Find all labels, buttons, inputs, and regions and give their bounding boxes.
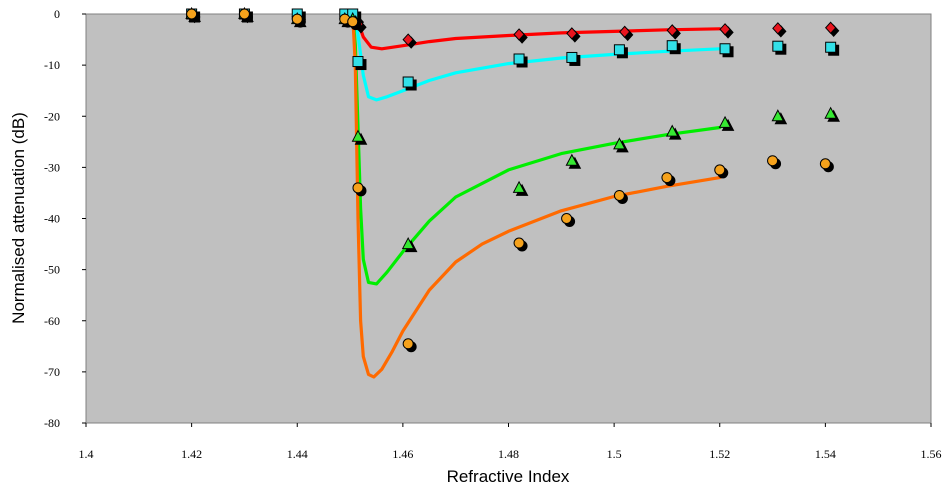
x-axis-title: Refractive Index: [447, 467, 570, 486]
triangle-marker: [771, 109, 785, 122]
square-marker: [719, 43, 731, 55]
y-tick-label: -10: [44, 58, 60, 72]
circle-marker: [347, 16, 359, 28]
fit-curve-1: [351, 12, 722, 51]
square-marker: [352, 56, 364, 68]
circle-marker: [186, 8, 198, 20]
y-tick-label: -60: [44, 314, 60, 328]
y-axis-title: Normalised attenuation (dB): [9, 112, 28, 324]
square-marker: [666, 40, 678, 52]
fit-curve-3: [351, 12, 722, 286]
x-axis-ticks: 1.4 1.42 1.44 1.46 1.48 1.5 1.52 1.54 1.56: [79, 423, 942, 461]
square-marker: [772, 40, 784, 52]
circle-marker: [561, 213, 573, 224]
data-markers: [185, 6, 840, 353]
x-tick-label: 1.5: [607, 447, 622, 461]
circle-marker: [291, 13, 303, 25]
triangle-marker: [512, 180, 526, 193]
triangle-marker: [351, 129, 365, 142]
circle-marker: [767, 155, 779, 167]
triangle-marker: [824, 106, 837, 119]
diamond-marker: [719, 23, 731, 36]
circle-marker: [819, 158, 831, 170]
y-axis-ticks: 0 -10 -20 -30 -40 -50 -60 -70 -80: [44, 7, 86, 430]
x-tick-label: 1.46: [392, 447, 413, 461]
diamond-marker: [566, 27, 578, 40]
square-marker: [613, 44, 625, 56]
y-tick-label: -70: [44, 365, 60, 379]
x-tick-label: 1.56: [921, 447, 942, 461]
triangle-marker: [613, 137, 626, 150]
x-tick-label: 1.52: [709, 447, 730, 461]
x-tick-label: 1.48: [498, 447, 519, 461]
x-tick-label: 1.42: [181, 447, 202, 461]
plot-area: [85, 13, 932, 424]
diamond-marker: [402, 33, 414, 46]
square-marker: [566, 51, 578, 63]
diamond-marker: [666, 24, 678, 37]
circle-marker: [513, 237, 525, 249]
diamond-marker: [772, 22, 784, 35]
triangle-marker: [718, 115, 732, 128]
diamond-marker: [513, 28, 525, 41]
y-tick-label: -40: [44, 212, 60, 226]
fit-curve-4: [351, 12, 722, 379]
circle-marker: [661, 172, 673, 184]
circle-marker: [352, 182, 364, 194]
diamond-marker: [824, 21, 837, 35]
square-marker: [825, 41, 837, 53]
circle-marker: [402, 338, 414, 350]
x-tick-label: 1.44: [287, 447, 308, 461]
circle-marker: [238, 8, 250, 20]
triangle-marker: [401, 236, 415, 250]
y-tick-label: -30: [44, 160, 60, 174]
triangle-marker: [665, 124, 679, 137]
triangle-marker: [565, 153, 579, 166]
y-tick-label: -80: [44, 416, 60, 430]
circle-marker: [613, 189, 625, 201]
y-tick-label: -20: [44, 109, 60, 123]
x-tick-label: 1.4: [79, 447, 94, 461]
diamond-marker: [619, 25, 631, 39]
square-marker: [402, 76, 414, 88]
square-marker: [513, 53, 525, 65]
circle-marker: [714, 164, 726, 176]
y-tick-label: 0: [54, 7, 60, 21]
x-tick-label: 1.54: [815, 447, 836, 461]
y-tick-label: -50: [44, 263, 60, 277]
